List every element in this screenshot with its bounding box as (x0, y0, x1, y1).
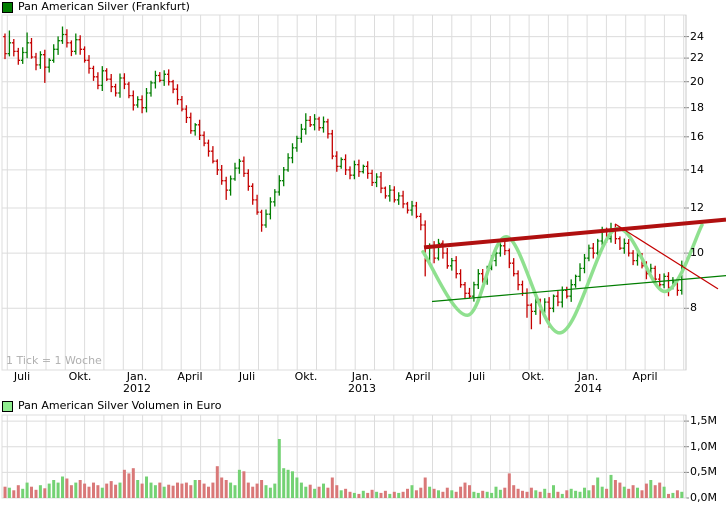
price-axis-label: 22 (690, 51, 704, 64)
volume-series-legend-icon (2, 400, 13, 412)
date-axis-year-label: 2013 (348, 382, 376, 395)
date-axis-year-label: 2014 (574, 382, 602, 395)
volume-chart-title: Pan American Silver Volumen in Euro (18, 399, 222, 412)
price-axis-label: 20 (690, 75, 704, 88)
price-chart-title: Pan American Silver (Frankfurt) (18, 0, 190, 13)
date-axis-label: Okt. (68, 370, 92, 383)
price-axis-label: 12 (690, 201, 704, 214)
volume-chart-header: Pan American Silver Volumen in Euro (2, 400, 221, 412)
date-axis-label: Juli (468, 370, 486, 383)
date-axis-year-label: 2012 (123, 382, 151, 395)
price-series-legend-icon (2, 1, 13, 13)
date-axis-label: Jan. (351, 370, 373, 383)
date-axis-label: Jan. (577, 370, 599, 383)
volume-axis-label: 1,0M (690, 440, 717, 453)
price-axis-label: 10 (690, 246, 704, 259)
price-axis-label: 24 (690, 30, 704, 43)
date-axis-label: Jan. (126, 370, 148, 383)
volume-axis-label: 0,0M (690, 491, 717, 504)
price-chart-header: Pan American Silver (Frankfurt) (2, 1, 190, 13)
volume-axis-label: 0,5M (690, 465, 717, 478)
date-axis-label: April (632, 370, 658, 383)
date-axis-label: Okt. (294, 370, 318, 383)
date-axis-label: Okt. (521, 370, 545, 383)
volume-axis-label: 1,5M (690, 414, 717, 427)
price-axis-label: 8 (690, 301, 697, 314)
date-axis-label: April (177, 370, 203, 383)
date-axis-label: April (405, 370, 431, 383)
date-axis-label: Juli (238, 370, 256, 383)
price-axis-label: 16 (690, 130, 704, 143)
price-axis-label: 18 (690, 101, 704, 114)
price-axis-label: 14 (690, 163, 704, 176)
date-axis-label: Juli (13, 370, 31, 383)
tick-interval-note: 1 Tick = 1 Woche (6, 354, 102, 367)
